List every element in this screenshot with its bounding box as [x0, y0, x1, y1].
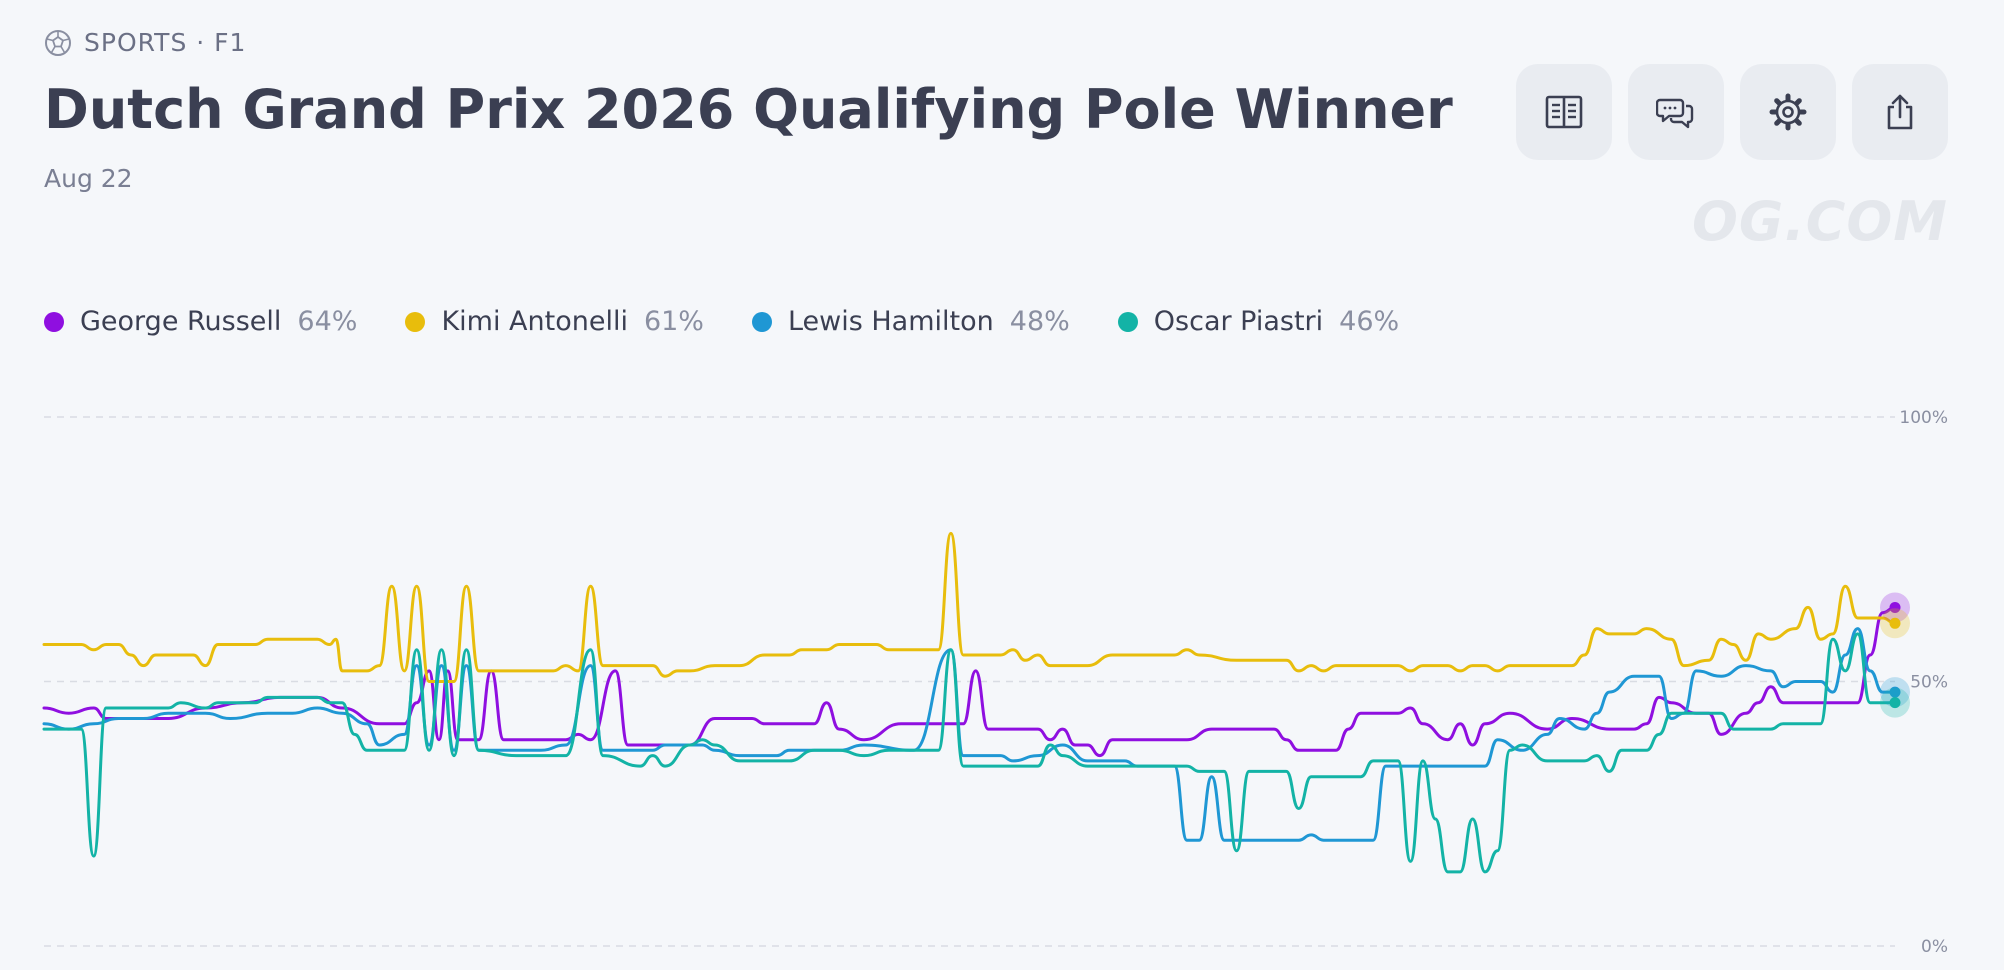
chart-legend: George Russell 64% Kimi Antonelli 61% Le…	[44, 306, 1447, 337]
legend-item-piastri[interactable]: Oscar Piastri 46%	[1117, 306, 1400, 337]
legend-item-hamilton[interactable]: Lewis Hamilton 48%	[751, 306, 1070, 337]
legend-name: Lewis Hamilton	[787, 306, 994, 337]
category-label: SPORTS · F1	[44, 28, 246, 57]
chat-icon	[1656, 98, 1694, 129]
share-icon	[1887, 94, 1913, 130]
endpoint-dot	[1889, 601, 1901, 613]
gear-icon	[1769, 93, 1807, 131]
endpoint-dot	[1889, 697, 1901, 709]
settings-button[interactable]	[1740, 64, 1836, 160]
series-line	[42, 632, 1897, 874]
legend-dot	[405, 311, 426, 332]
rules-button[interactable]	[1516, 64, 1612, 160]
legend-item-antonelli[interactable]: Kimi Antonelli 61%	[405, 306, 704, 337]
comments-button[interactable]	[1628, 64, 1724, 160]
legend-percent: 61%	[643, 306, 704, 337]
series-line	[42, 531, 1897, 683]
endpoint-dot	[1889, 617, 1901, 629]
legend-item-russell[interactable]: George Russell 64%	[44, 306, 357, 337]
page-title: Dutch Grand Prix 2026 Qualifying Pole Wi…	[44, 78, 1453, 141]
y-tick-label: 100%	[1899, 408, 1948, 428]
share-button[interactable]	[1852, 64, 1948, 160]
legend-dot	[1117, 311, 1138, 332]
book-icon	[1545, 95, 1583, 129]
legend-dot	[751, 311, 772, 332]
legend-name: Oscar Piastri	[1153, 306, 1324, 337]
legend-name: Kimi Antonelli	[441, 306, 628, 337]
series-line	[42, 627, 1897, 842]
sports-ball-icon	[45, 29, 71, 56]
y-tick-label: 50%	[1910, 673, 1948, 693]
category-text: SPORTS · F1	[84, 28, 247, 57]
legend-name: George Russell	[80, 306, 282, 337]
legend-percent: 64%	[297, 306, 358, 337]
legend-percent: 48%	[1009, 306, 1070, 337]
watermark-logo: OG.COM	[1691, 190, 1948, 253]
endpoint-dot	[1889, 686, 1901, 698]
legend-dot	[44, 311, 64, 332]
event-date: Aug 22	[44, 164, 133, 193]
legend-percent: 46%	[1339, 306, 1400, 337]
y-tick-label: 0%	[1921, 937, 1948, 957]
action-toolbar	[1516, 64, 1948, 160]
